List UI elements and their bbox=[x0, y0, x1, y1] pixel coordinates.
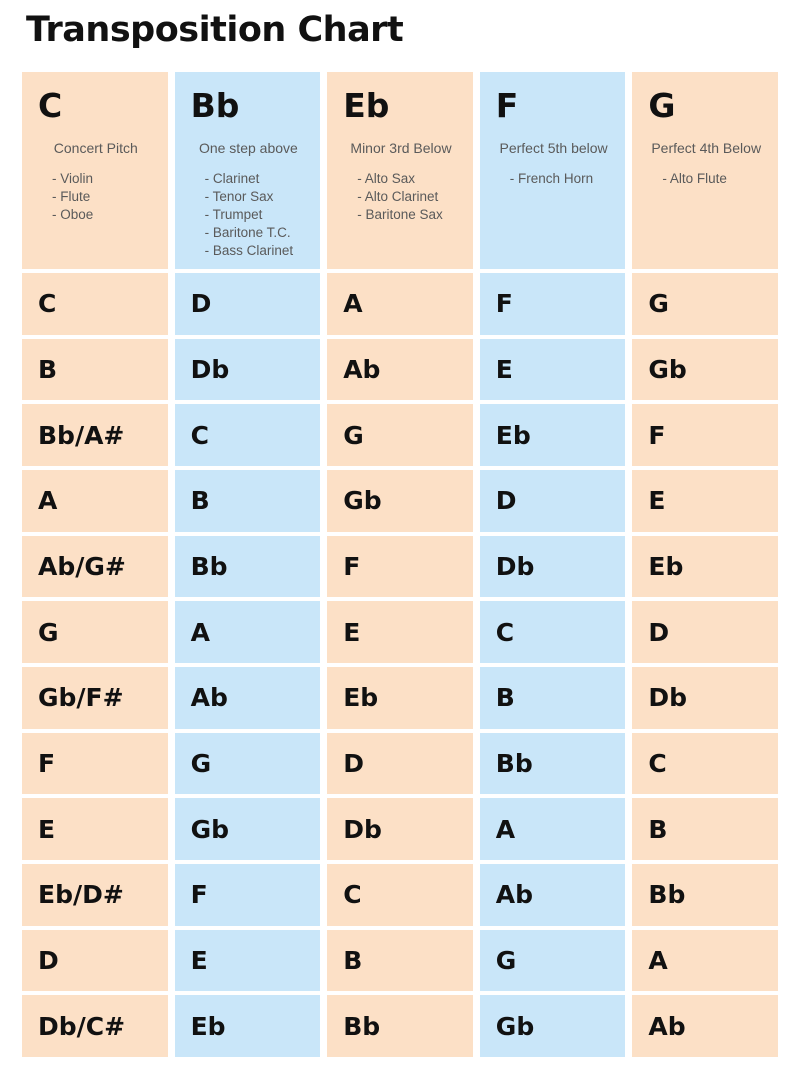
note-cell: Ab bbox=[174, 667, 321, 729]
note-cell: F bbox=[632, 404, 778, 466]
note-cell: Gb bbox=[632, 338, 778, 401]
note-cell: F bbox=[22, 732, 168, 795]
note-cell: B bbox=[327, 929, 473, 992]
instrument-item: French Horn bbox=[510, 170, 616, 188]
note-cell: D bbox=[632, 601, 778, 663]
note-cell: Db bbox=[479, 535, 626, 598]
note-cell: E bbox=[632, 470, 778, 532]
instrument-item: Baritone T.C. bbox=[205, 224, 311, 242]
note-cell: Ab bbox=[632, 995, 778, 1057]
column-description: Perfect 5th below bbox=[499, 140, 608, 156]
note-cell: C bbox=[174, 404, 321, 466]
instrument-item: Trumpet bbox=[205, 206, 311, 224]
note-cell: A bbox=[327, 273, 473, 335]
note-cell: Db/C# bbox=[22, 995, 168, 1057]
note-cell: E bbox=[479, 338, 626, 401]
note-cell: D bbox=[479, 470, 626, 532]
note-cell: B bbox=[632, 798, 778, 860]
instrument-list: ViolinFluteOboe bbox=[34, 170, 158, 224]
note-cell: Bb bbox=[174, 535, 321, 598]
instrument-item: Oboe bbox=[52, 206, 158, 224]
note-cell: Eb bbox=[327, 667, 473, 729]
note-cell: B bbox=[174, 470, 321, 532]
column-key: G bbox=[648, 86, 676, 125]
note-cell: Db bbox=[327, 798, 473, 860]
instrument-list: Alto Flute bbox=[644, 170, 768, 188]
note-cell: B bbox=[22, 338, 168, 401]
instrument-list: Alto SaxAlto ClarinetBaritone Sax bbox=[339, 170, 463, 224]
note-cell: F bbox=[174, 864, 321, 926]
note-cell: C bbox=[479, 601, 626, 663]
note-cell: Gb bbox=[327, 470, 473, 532]
column-key: Eb bbox=[343, 86, 390, 125]
note-cell: E bbox=[22, 798, 168, 860]
note-cell: B bbox=[479, 667, 626, 729]
note-cell: Bb bbox=[479, 732, 626, 795]
instrument-list: French Horn bbox=[492, 170, 616, 188]
note-cell: G bbox=[479, 929, 626, 992]
note-cell: F bbox=[327, 535, 473, 598]
column-key: F bbox=[495, 86, 519, 125]
note-cell: Bb bbox=[632, 864, 778, 926]
note-cell: E bbox=[174, 929, 321, 992]
note-cell: A bbox=[632, 929, 778, 992]
note-cell: Bb bbox=[327, 995, 473, 1057]
note-cell: G bbox=[174, 732, 321, 795]
note-cell: Gb/F# bbox=[22, 667, 168, 729]
note-cell: Gb bbox=[174, 798, 321, 860]
column-key: Bb bbox=[190, 86, 240, 125]
column-header-eb: Eb Minor 3rd Below Alto SaxAlto ClarinetBa… bbox=[327, 72, 473, 269]
instrument-item: Flute bbox=[52, 188, 158, 206]
instrument-item: Alto Sax bbox=[357, 170, 463, 188]
page-title: Transposition Chart bbox=[26, 10, 404, 50]
note-cell: Eb bbox=[174, 995, 321, 1057]
note-cell: Ab bbox=[479, 864, 626, 926]
note-cell: Eb/D# bbox=[22, 864, 168, 926]
note-cell: C bbox=[327, 864, 473, 926]
note-cell: D bbox=[327, 732, 473, 795]
note-cell: E bbox=[327, 601, 473, 663]
note-cell: D bbox=[22, 929, 168, 992]
note-cell: Eb bbox=[632, 535, 778, 598]
instrument-item: Clarinet bbox=[205, 170, 311, 188]
note-cell: Ab/G# bbox=[22, 535, 168, 598]
note-cell: A bbox=[174, 601, 321, 663]
note-cell: Bb/A# bbox=[22, 404, 168, 466]
note-cell: Db bbox=[174, 338, 321, 401]
note-cell: C bbox=[632, 732, 778, 795]
note-cell: Gb bbox=[479, 995, 626, 1057]
column-description: One step above bbox=[198, 140, 298, 156]
note-cell: F bbox=[479, 273, 626, 335]
note-cell: Db bbox=[632, 667, 778, 729]
note-cell: G bbox=[632, 273, 778, 335]
note-cell: Eb bbox=[479, 404, 626, 466]
note-cell: C bbox=[22, 273, 168, 335]
instrument-item: Bass Clarinet bbox=[205, 242, 311, 260]
column-header-g: G Perfect 4th Below Alto Flute bbox=[632, 72, 778, 269]
transposition-table: C Concert Pitch ViolinFluteOboe Bb One step … bbox=[22, 72, 778, 1057]
instrument-item: Tenor Sax bbox=[205, 188, 311, 206]
instrument-item: Alto Clarinet bbox=[357, 188, 463, 206]
note-cell: D bbox=[174, 273, 321, 335]
note-cell: A bbox=[22, 470, 168, 532]
instrument-list: ClarinetTenor SaxTrumpetBaritone T.C.Bas… bbox=[187, 170, 311, 260]
note-cell: Ab bbox=[327, 338, 473, 401]
column-key: C bbox=[38, 86, 63, 125]
column-header-c: C Concert Pitch ViolinFluteOboe bbox=[22, 72, 168, 269]
note-cell: G bbox=[327, 404, 473, 466]
column-header-f: F Perfect 5th below French Horn bbox=[479, 72, 626, 269]
instrument-item: Violin bbox=[52, 170, 158, 188]
note-cell: G bbox=[22, 601, 168, 663]
column-description: Concert Pitch bbox=[53, 140, 138, 156]
column-header-bb: Bb One step above ClarinetTenor SaxTrumpet… bbox=[174, 72, 321, 269]
column-description: Perfect 4th Below bbox=[651, 140, 762, 156]
note-cell: A bbox=[479, 798, 626, 860]
instrument-item: Baritone Sax bbox=[357, 206, 463, 224]
column-description: Minor 3rd Below bbox=[350, 140, 452, 156]
instrument-item: Alto Flute bbox=[662, 170, 768, 188]
